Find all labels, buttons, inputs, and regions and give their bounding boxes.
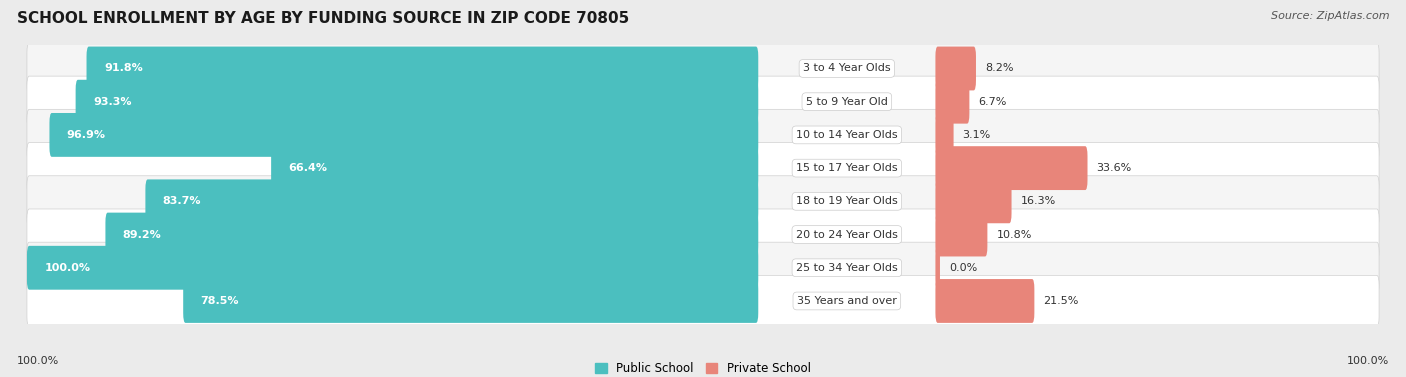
FancyBboxPatch shape [87,47,758,90]
Text: 66.4%: 66.4% [288,163,328,173]
FancyBboxPatch shape [27,76,1379,127]
FancyBboxPatch shape [145,179,758,223]
Text: 91.8%: 91.8% [104,63,142,74]
Text: 15 to 17 Year Olds: 15 to 17 Year Olds [796,163,897,173]
Text: 83.7%: 83.7% [163,196,201,206]
Text: 100.0%: 100.0% [17,356,59,366]
Text: 78.5%: 78.5% [201,296,239,306]
Text: 33.6%: 33.6% [1097,163,1132,173]
Text: 20 to 24 Year Olds: 20 to 24 Year Olds [796,230,898,239]
Text: Source: ZipAtlas.com: Source: ZipAtlas.com [1271,11,1389,21]
Text: 8.2%: 8.2% [986,63,1014,74]
Text: 5 to 9 Year Old: 5 to 9 Year Old [806,97,887,107]
FancyBboxPatch shape [935,80,969,124]
FancyBboxPatch shape [935,146,1087,190]
FancyBboxPatch shape [49,113,758,157]
Text: 10 to 14 Year Olds: 10 to 14 Year Olds [796,130,897,140]
FancyBboxPatch shape [27,176,1379,227]
FancyBboxPatch shape [935,113,953,157]
FancyBboxPatch shape [27,109,1379,161]
FancyBboxPatch shape [935,47,976,90]
Text: 93.3%: 93.3% [93,97,132,107]
Text: 18 to 19 Year Olds: 18 to 19 Year Olds [796,196,897,206]
FancyBboxPatch shape [27,209,1379,260]
FancyBboxPatch shape [271,146,758,190]
Text: 96.9%: 96.9% [67,130,105,140]
FancyBboxPatch shape [935,213,987,256]
Text: SCHOOL ENROLLMENT BY AGE BY FUNDING SOURCE IN ZIP CODE 70805: SCHOOL ENROLLMENT BY AGE BY FUNDING SOUR… [17,11,628,26]
FancyBboxPatch shape [935,246,941,290]
Text: 0.0%: 0.0% [949,263,977,273]
FancyBboxPatch shape [105,213,758,256]
FancyBboxPatch shape [27,246,758,290]
FancyBboxPatch shape [935,179,1011,223]
FancyBboxPatch shape [27,43,1379,94]
Text: 21.5%: 21.5% [1043,296,1078,306]
FancyBboxPatch shape [183,279,758,323]
Text: 35 Years and over: 35 Years and over [797,296,897,306]
Text: 89.2%: 89.2% [122,230,162,239]
Legend: Public School, Private School: Public School, Private School [591,357,815,377]
FancyBboxPatch shape [27,242,1379,293]
FancyBboxPatch shape [27,143,1379,194]
Text: 25 to 34 Year Olds: 25 to 34 Year Olds [796,263,897,273]
Text: 3 to 4 Year Olds: 3 to 4 Year Olds [803,63,890,74]
Text: 3.1%: 3.1% [963,130,991,140]
Text: 6.7%: 6.7% [979,97,1007,107]
Text: 16.3%: 16.3% [1021,196,1056,206]
FancyBboxPatch shape [935,279,1035,323]
FancyBboxPatch shape [27,275,1379,326]
Text: 10.8%: 10.8% [997,230,1032,239]
Text: 100.0%: 100.0% [1347,356,1389,366]
FancyBboxPatch shape [76,80,758,124]
Text: 100.0%: 100.0% [45,263,90,273]
